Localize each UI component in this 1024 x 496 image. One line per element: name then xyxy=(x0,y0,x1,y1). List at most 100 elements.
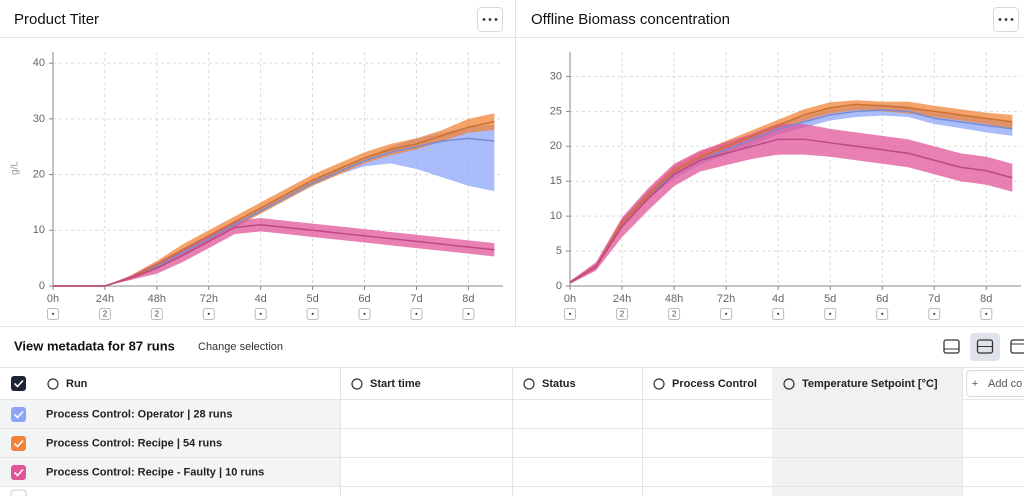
y-tick-label: 0 xyxy=(556,280,562,292)
column-header: Process Control xyxy=(672,378,757,390)
mean-line xyxy=(569,138,1013,284)
x-badge xyxy=(202,308,215,320)
column-header: Run xyxy=(66,378,88,390)
add-column-button[interactable] xyxy=(966,370,1024,397)
row-label: Process Control: Operator | 28 runs xyxy=(46,408,232,420)
row-checkbox xyxy=(11,436,26,451)
x-badge xyxy=(564,308,576,320)
x-badge xyxy=(876,308,889,320)
x-badge xyxy=(616,308,629,320)
x-badge xyxy=(150,308,163,320)
x-tick-label: 24h xyxy=(613,293,631,305)
metadata-heading: View metadata for 87 runs xyxy=(14,338,175,353)
row-label: Process Control: Recipe - Faulty | 10 ru… xyxy=(46,466,264,478)
change-selection[interactable]: Change selection xyxy=(198,341,283,353)
x-tick-label: 72h xyxy=(200,293,218,305)
column-header: Status xyxy=(542,378,576,390)
x-badge xyxy=(720,308,733,320)
x-badge-label: • xyxy=(777,310,780,319)
x-tick-label: 0h xyxy=(564,293,576,305)
column-icon xyxy=(653,378,665,390)
column-icon xyxy=(783,378,795,390)
x-badge-label: • xyxy=(985,310,988,319)
x-tick-label: 48h xyxy=(148,293,166,305)
column-icon xyxy=(351,378,363,390)
row-checkbox xyxy=(10,489,27,496)
x-tick-label: 5d xyxy=(306,293,318,305)
y-tick-label: 15 xyxy=(550,175,562,187)
y-tick-label: 30 xyxy=(550,70,562,82)
y-tick-label: 0 xyxy=(39,280,45,292)
row-checkbox xyxy=(11,465,26,480)
row-checkbox xyxy=(11,407,26,422)
x-badge xyxy=(462,308,475,320)
x-tick-label: 7d xyxy=(410,293,422,305)
chart-title: Offline Biomass concentration xyxy=(531,11,730,28)
x-tick-label: 6d xyxy=(876,293,888,305)
mean-line xyxy=(569,103,1013,284)
menu-button[interactable] xyxy=(993,7,1019,32)
y-tick-label: 5 xyxy=(556,245,562,257)
row-bg xyxy=(0,458,340,487)
x-badge-label: • xyxy=(311,310,314,319)
row-label: Process Control: Recipe | 54 runs xyxy=(46,437,222,449)
column-header: Start time xyxy=(370,378,421,390)
x-badge-label: • xyxy=(881,310,884,319)
x-badge-label: • xyxy=(569,310,572,319)
x-badge-label: 2 xyxy=(620,310,625,319)
y-tick-label: 10 xyxy=(550,210,562,222)
x-tick-label: 8d xyxy=(980,293,992,305)
x-badge xyxy=(358,308,371,320)
column-shade xyxy=(772,368,962,496)
chart-title: Product Titer xyxy=(14,11,99,28)
x-tick-label: 6d xyxy=(358,293,370,305)
x-badge-label: 2 xyxy=(672,310,677,319)
x-badge xyxy=(772,308,785,320)
x-badge-label: • xyxy=(725,310,728,319)
check xyxy=(13,468,24,477)
x-badge-label: • xyxy=(259,310,262,319)
band xyxy=(53,218,495,286)
x-tick-label: 72h xyxy=(717,293,735,305)
x-badge-label: • xyxy=(467,310,470,319)
x-badge-label: 2 xyxy=(155,310,160,319)
x-badge xyxy=(668,308,681,320)
mean-line xyxy=(53,223,495,287)
header-checkbox xyxy=(11,376,26,391)
band xyxy=(570,100,1013,284)
check xyxy=(13,379,24,388)
x-badge-label: 2 xyxy=(103,310,108,319)
x-badge-label: • xyxy=(933,310,936,319)
x-badge xyxy=(254,308,267,320)
x-badge-label: • xyxy=(829,310,832,319)
x-tick-label: 48h xyxy=(665,293,683,305)
x-tick-label: 0h xyxy=(47,293,59,305)
column-header: Add co xyxy=(988,378,1022,390)
band xyxy=(570,123,1013,284)
band xyxy=(53,113,495,287)
check xyxy=(13,439,24,448)
x-tick-label: 4d xyxy=(772,293,784,305)
x-badge xyxy=(306,308,319,320)
menu-button[interactable] xyxy=(477,7,503,32)
x-badge-label: • xyxy=(52,310,55,319)
x-badge xyxy=(928,308,941,320)
x-badge-label: • xyxy=(363,310,366,319)
x-badge xyxy=(410,308,423,320)
layout-buttons[interactable] xyxy=(943,333,1024,361)
add-icon: + xyxy=(972,378,978,390)
y-tick-label: 30 xyxy=(33,113,45,125)
y-tick-label: 40 xyxy=(33,57,45,69)
x-badge xyxy=(980,308,993,320)
x-tick-label: 7d xyxy=(928,293,940,305)
column-header: Temperature Setpoint [°C] xyxy=(802,378,938,390)
column-icon xyxy=(523,378,535,390)
x-tick-label: 5d xyxy=(824,293,836,305)
x-badge xyxy=(47,308,59,320)
x-badge xyxy=(824,308,837,320)
y-tick-label: 10 xyxy=(33,224,45,236)
y-tick-label: 20 xyxy=(550,140,562,152)
row-bg xyxy=(0,429,340,458)
y-tick-label: 20 xyxy=(33,168,45,180)
